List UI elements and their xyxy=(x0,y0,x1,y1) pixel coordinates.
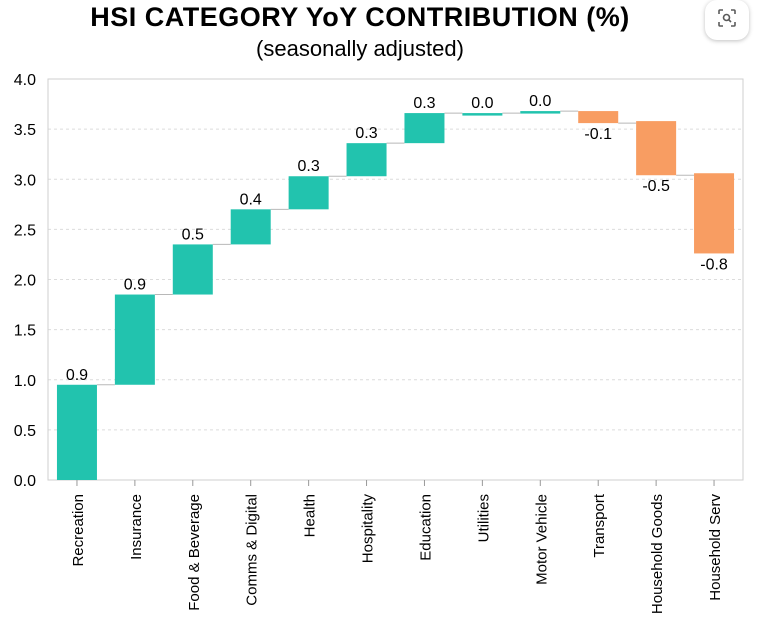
value-label: -0.1 xyxy=(584,126,612,143)
x-tick-label: Health xyxy=(302,494,319,537)
value-label: 0.3 xyxy=(413,95,435,112)
value-label: 0.5 xyxy=(182,226,204,243)
bar-4 xyxy=(230,209,271,245)
y-tick-label: 3.0 xyxy=(14,172,36,189)
x-tick-label: Hospitality xyxy=(360,494,377,564)
value-label: 0.9 xyxy=(66,367,88,384)
x-tick-label: Recreation xyxy=(70,494,87,567)
value-label: 0.0 xyxy=(529,93,551,110)
chart-title: HSI CATEGORY YoY CONTRIBUTION (%) xyxy=(90,2,630,32)
value-label: -0.8 xyxy=(700,256,728,273)
value-label: 0.0 xyxy=(471,95,493,112)
bar-7 xyxy=(404,113,445,144)
x-axis-ticks: Recreation Insurance Food & Beverage Comms … xyxy=(70,480,724,614)
x-tick-label: Motor Vehicle xyxy=(533,494,550,585)
bar-11 xyxy=(636,121,677,176)
lens-button[interactable] xyxy=(705,0,749,40)
y-tick-label: 3.5 xyxy=(14,122,36,139)
value-label: -0.5 xyxy=(642,178,670,195)
y-tick-label: 2.5 xyxy=(14,222,36,239)
bar-9 xyxy=(520,111,561,114)
bar-2 xyxy=(114,294,155,385)
y-tick-label: 2.0 xyxy=(14,273,36,290)
x-tick-label: Utilities xyxy=(475,494,492,542)
chart-subtitle: (seasonally adjusted) xyxy=(256,36,464,61)
value-labels: 0.9 0.9 0.5 0.4 0.3 0.3 0.3 0.0 0.0 -0.1 -0.5 -0.8 xyxy=(66,93,728,384)
bar-10 xyxy=(578,111,619,124)
x-tick-label: Household Serv xyxy=(707,494,724,601)
bar-8 xyxy=(462,113,503,116)
bar-3 xyxy=(172,244,213,295)
plot-frame xyxy=(47,78,744,481)
y-axis-ticks: 0.0 0.5 1.0 1.5 2.0 2.5 3.0 3.5 4.0 xyxy=(14,72,36,490)
lens-icon xyxy=(717,8,737,33)
bar-1 xyxy=(56,384,97,480)
y-tick-label: 1.5 xyxy=(14,323,36,340)
value-label: 0.3 xyxy=(298,158,320,175)
connector-lines xyxy=(96,110,695,386)
bar-6 xyxy=(346,143,387,177)
value-label: 0.4 xyxy=(240,191,262,208)
y-tick-label: 1.0 xyxy=(14,373,36,390)
x-tick-label: Food & Beverage xyxy=(186,494,203,611)
x-tick-label: Education xyxy=(417,494,434,561)
bars xyxy=(56,111,735,480)
y-tick-label: 0.0 xyxy=(14,473,36,490)
x-tick-label: Comms & Digital xyxy=(244,494,261,606)
x-tick-label: Insurance xyxy=(128,494,145,560)
bar-5 xyxy=(288,176,329,210)
x-tick-label: Transport xyxy=(591,493,608,557)
value-label: 0.9 xyxy=(124,277,146,294)
x-tick-label: Household Goods xyxy=(649,494,666,614)
y-tick-label: 0.5 xyxy=(14,423,36,440)
bar-12 xyxy=(694,173,735,254)
value-label: 0.3 xyxy=(355,125,377,142)
y-tick-label: 4.0 xyxy=(14,72,36,89)
grid-lines xyxy=(48,128,743,431)
